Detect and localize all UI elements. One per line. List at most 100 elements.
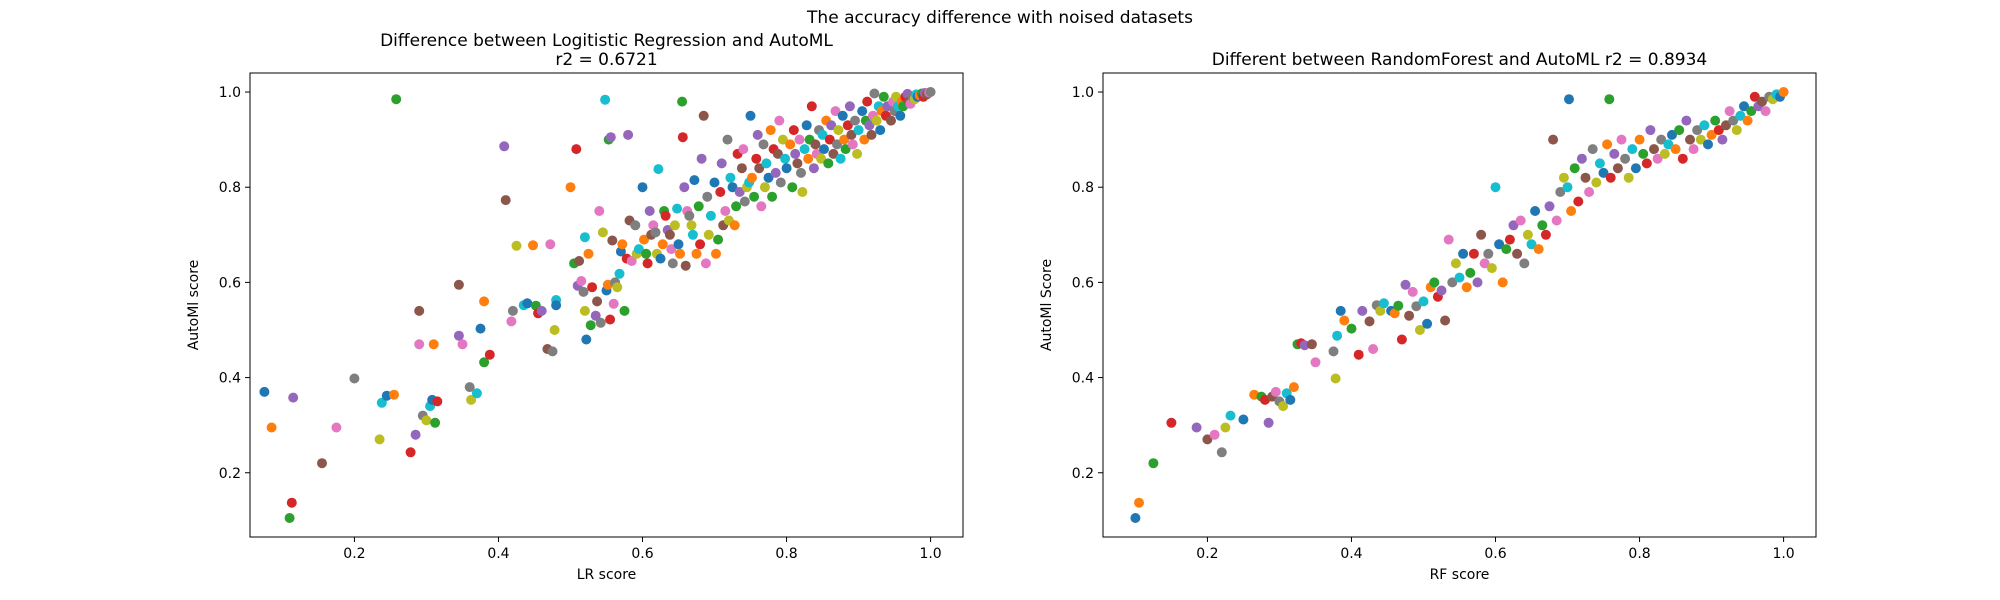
data-point <box>574 256 585 266</box>
data-point <box>507 305 518 316</box>
data-point <box>716 158 727 169</box>
data-point <box>844 101 855 112</box>
data-point <box>1285 394 1296 405</box>
data-point <box>1638 148 1649 159</box>
data-point <box>1540 229 1551 240</box>
data-point <box>799 144 810 155</box>
data-point <box>869 88 880 99</box>
data-point <box>1681 115 1692 126</box>
x-tick-label: 1.0 <box>919 546 941 562</box>
data-point <box>823 158 834 169</box>
data-point <box>801 120 812 131</box>
data-point <box>1429 277 1440 288</box>
data-point <box>787 182 798 193</box>
data-point <box>1677 153 1688 164</box>
data-point <box>759 182 770 193</box>
data-point <box>774 115 785 126</box>
data-point <box>597 227 608 238</box>
x-tick-label: 0.4 <box>487 546 509 562</box>
x-tick-label: 1.0 <box>1772 546 1794 562</box>
data-point <box>484 349 495 360</box>
data-point <box>590 310 601 321</box>
data-point <box>585 320 596 331</box>
figure-title: The accuracy difference with noised data… <box>807 8 1193 28</box>
data-point <box>689 175 700 186</box>
data-point <box>835 153 846 164</box>
data-point <box>608 298 619 309</box>
data-point <box>1537 220 1548 231</box>
data-point <box>687 229 698 240</box>
data-point <box>729 220 740 231</box>
data-point <box>796 167 806 178</box>
data-point <box>284 513 295 523</box>
data-point <box>752 129 763 140</box>
data-point <box>1357 305 1368 316</box>
data-point <box>792 158 803 169</box>
data-point <box>745 110 756 121</box>
data-point <box>581 334 592 345</box>
data-point <box>1674 125 1685 136</box>
data-point <box>565 182 576 193</box>
plot-1: 0.2 0.4 0.6 0.8 1.0 0.2 0.4 0.6 0.8 1.0 LR score Au… <box>186 31 964 583</box>
data-point <box>680 260 691 271</box>
data-point <box>738 144 749 155</box>
data-point <box>672 203 683 214</box>
data-point <box>1515 215 1526 226</box>
data-point <box>1749 91 1760 102</box>
data-point <box>1695 134 1706 145</box>
data-point <box>1225 410 1236 421</box>
data-point <box>1422 318 1433 329</box>
data-point <box>623 129 634 140</box>
data-point <box>673 239 684 250</box>
data-point <box>777 134 788 145</box>
data-point <box>788 125 799 136</box>
data-point <box>1414 325 1425 335</box>
data-point <box>1564 94 1574 105</box>
data-point <box>607 235 618 246</box>
data-point <box>626 256 637 266</box>
data-point <box>551 300 562 311</box>
data-point <box>595 317 606 328</box>
data-point <box>695 239 706 250</box>
data-point <box>727 182 738 193</box>
data-point <box>650 227 661 238</box>
data-point <box>600 94 611 105</box>
data-point <box>428 339 439 350</box>
y-tick-label: 0.2 <box>219 466 241 482</box>
data-point <box>1263 417 1274 428</box>
data-point <box>1735 110 1746 121</box>
data-point <box>1612 163 1623 174</box>
data-point <box>479 357 490 368</box>
data-point <box>1620 153 1631 164</box>
data-point <box>772 148 783 159</box>
data-point <box>763 172 774 183</box>
data-point <box>1724 106 1735 117</box>
data-point <box>705 210 716 221</box>
data-point <box>432 396 443 407</box>
y-axis-label: AutoMl Score <box>1039 259 1055 351</box>
data-point <box>547 346 558 357</box>
data-point <box>698 110 709 121</box>
data-point <box>1641 158 1652 169</box>
data-point <box>1335 305 1346 316</box>
data-point <box>612 282 623 293</box>
data-point <box>1202 434 1213 445</box>
axes-frame <box>1102 72 1817 538</box>
data-point <box>770 167 781 178</box>
data-point <box>895 110 906 121</box>
data-point <box>1332 330 1343 341</box>
data-point <box>679 182 690 193</box>
data-point <box>594 206 605 216</box>
data-point <box>1461 282 1472 293</box>
data-point <box>1548 134 1559 145</box>
data-point <box>677 96 688 107</box>
data-point <box>1501 244 1512 255</box>
data-point <box>1576 153 1587 164</box>
data-point <box>806 101 817 112</box>
data-point <box>775 177 786 188</box>
x-tick-label: 0.6 <box>631 546 653 562</box>
data-point <box>1562 182 1573 193</box>
data-point <box>803 153 814 164</box>
data-point <box>1598 167 1609 178</box>
data-point <box>1530 206 1541 216</box>
